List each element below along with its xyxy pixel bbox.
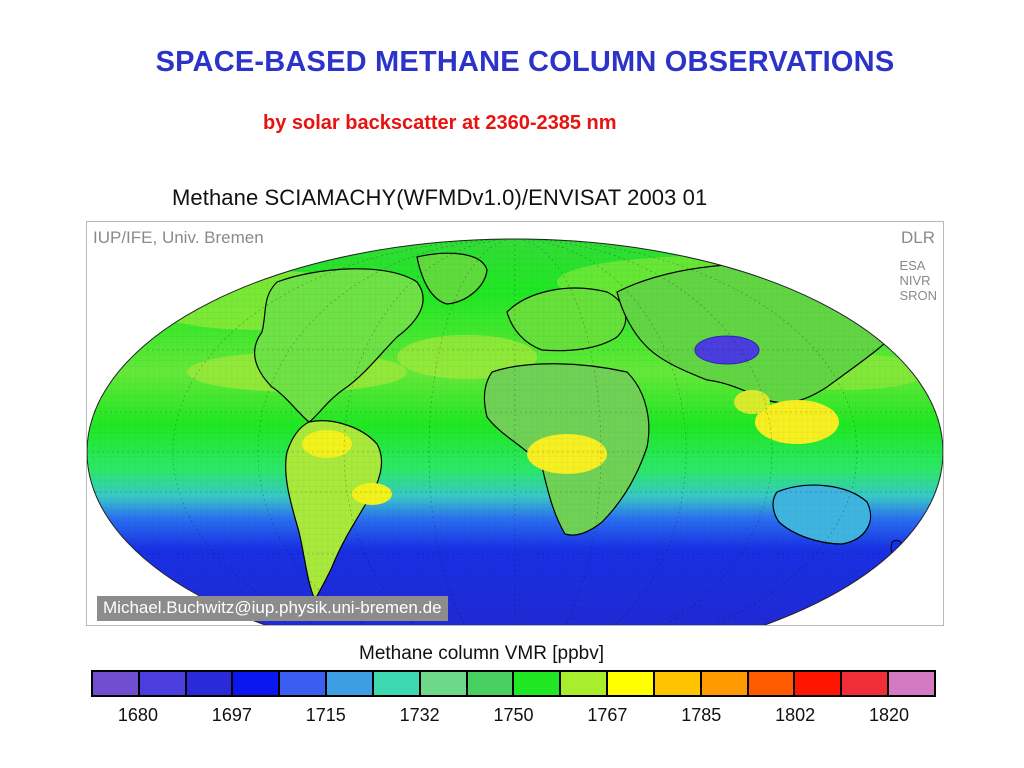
- colorbar-swatch: [93, 672, 140, 695]
- partner-list: ESA NIVR SRON: [899, 258, 937, 303]
- colorbar-tick-label: 1820: [869, 705, 910, 725]
- colorbar-swatch: [233, 672, 281, 695]
- colorbar-swatch: [561, 672, 609, 695]
- partner-sron: SRON: [899, 288, 937, 303]
- agency-credit: DLR: [900, 228, 935, 247]
- colorbar-swatch: [467, 672, 515, 695]
- partner-nivr: NIVR: [899, 273, 931, 288]
- colorbar-tick-label: 1767: [587, 705, 628, 725]
- institution-credit: IUP/IFE, Univ. Bremen: [93, 228, 264, 247]
- colorbar-swatch: [795, 672, 843, 695]
- slide-title: SPACE-BASED METHANE COLUMN OBSERVATIONS: [155, 46, 895, 78]
- colorbar-swatch: [701, 672, 749, 695]
- colorbar-swatch: [280, 672, 328, 695]
- colorbar-swatch: [373, 672, 421, 695]
- map-panel: IUP/IFE, Univ. Bremen DLR ESA NIVR SRON …: [86, 221, 944, 626]
- colorbar-swatch: [186, 672, 234, 695]
- methane-world-map: [87, 238, 943, 625]
- colorbar-tick-label: 1680: [117, 705, 158, 725]
- colorbar-swatch: [420, 672, 468, 695]
- colorbar-swatch: [608, 672, 655, 695]
- colorbar-tick-label: 1732: [399, 705, 440, 725]
- colorbar-swatch: [842, 672, 890, 695]
- colorbar-tick-label: 1715: [305, 705, 346, 725]
- slide-subtitle: by solar backscatter at 2360-2385 nm: [263, 112, 617, 134]
- colorbar-tick-label: 1750: [493, 705, 534, 725]
- colorbar-swatch: [889, 672, 934, 695]
- contact-email: Michael.Buchwitz@iup.physik.uni-bremen.d…: [97, 596, 448, 621]
- colorbar-swatch: [327, 672, 374, 695]
- colorbar-swatch: [748, 672, 796, 695]
- colorbar-tick-label: 1802: [775, 705, 816, 725]
- map-title: Methane SCIAMACHY(WFMDv1.0)/ENVISAT 2003…: [172, 185, 708, 210]
- colorbar-tick-label: 1697: [211, 705, 252, 725]
- partner-esa: ESA: [899, 258, 926, 273]
- colorbar-tick-label: 1785: [681, 705, 722, 725]
- colorbar-swatch: [139, 672, 187, 695]
- colorbar-swatch: [654, 672, 702, 695]
- legend-title: Methane column VMR [ppbv]: [359, 643, 605, 664]
- colorbar-swatch: [514, 672, 562, 695]
- colorbar: [91, 670, 936, 697]
